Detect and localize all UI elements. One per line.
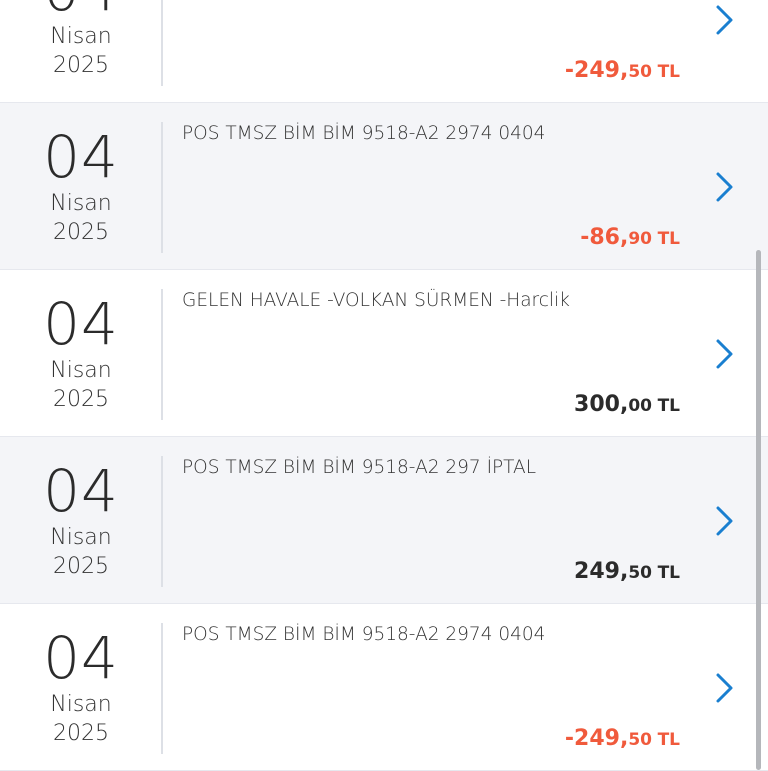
amount-decimal: 50: [628, 62, 652, 82]
chevron-right-icon[interactable]: [712, 4, 736, 36]
date-day: 04: [43, 457, 119, 525]
date-month: Nisan: [50, 191, 112, 216]
date-month: Nisan: [50, 358, 112, 383]
transaction-date: 04 Nisan 2025: [0, 292, 162, 414]
date-year: 2025: [53, 387, 109, 412]
transaction-row[interactable]: 04 Nisan 2025 GELEN HAVALE -VOLKAN SÜRME…: [0, 270, 768, 437]
transaction-amount: 249,50 TL: [574, 559, 680, 584]
amount-integer: 249,: [574, 559, 629, 584]
amount-integer: -249,: [564, 726, 629, 751]
transaction-description: POS TMSZ BİM BİM 9518-A2 297 İPTAL: [182, 457, 537, 478]
divider: [161, 623, 163, 754]
date-month: Nisan: [50, 24, 112, 49]
date-year: 2025: [53, 721, 109, 746]
divider: [161, 456, 163, 587]
transaction-row[interactable]: 04 Nisan 2025 POS TMSZ BİM BİM 9518-A2 2…: [0, 437, 768, 604]
date-day: 04: [43, 290, 119, 358]
amount-integer: -249,: [564, 58, 629, 83]
transaction-description: POS TMSZ BİM BİM 9518-A2 2974 0404: [182, 624, 546, 645]
amount-decimal: 90: [628, 229, 652, 249]
amount-currency: TL: [657, 563, 680, 583]
transaction-description: POS TMSZ BİM BİM 9518-A2 2974 0404: [182, 123, 546, 144]
date-year: 2025: [53, 53, 109, 78]
date-day: 04: [0, 0, 162, 22]
amount-decimal: 00: [628, 396, 652, 416]
date-year: 2025: [53, 554, 109, 579]
scrollbar[interactable]: [756, 250, 761, 770]
chevron-right-icon[interactable]: [712, 672, 736, 704]
chevron-right-icon[interactable]: [712, 171, 736, 203]
transaction-amount: -86,90 TL: [580, 225, 680, 250]
transaction-amount: -249,50 TL: [565, 726, 680, 751]
amount-currency: TL: [657, 229, 680, 249]
divider: [161, 289, 163, 420]
amount-currency: TL: [657, 62, 680, 82]
amount-currency: TL: [657, 730, 680, 750]
date-month: Nisan: [50, 692, 112, 717]
amount-decimal: 50: [628, 730, 652, 750]
transaction-row[interactable]: 04 Nisan 2025 POS TMSZ BİM BİM 9518-A2 2…: [0, 103, 768, 270]
transaction-amount: 300,00 TL: [574, 392, 680, 417]
amount-integer: 300,: [574, 392, 629, 417]
amount-currency: TL: [657, 396, 680, 416]
date-day: 04: [43, 624, 119, 692]
amount-decimal: 50: [628, 563, 652, 583]
transaction-date: 04 Nisan 2025: [0, 125, 162, 247]
transaction-date: 04 Nisan 2025: [0, 626, 162, 748]
chevron-right-icon[interactable]: [712, 505, 736, 537]
divider: [161, 0, 163, 86]
date-year: 2025: [53, 220, 109, 245]
amount-integer: -86,: [580, 225, 629, 250]
date-month: Nisan: [50, 525, 112, 550]
chevron-right-icon[interactable]: [712, 338, 736, 370]
divider: [161, 122, 163, 253]
transaction-row[interactable]: 04 Nisan 2025 -249,50 TL: [0, 0, 768, 103]
transaction-amount: -249,50 TL: [565, 58, 680, 83]
date-day: 04: [43, 123, 119, 191]
transaction-description: GELEN HAVALE -VOLKAN SÜRMEN -Harclik: [182, 290, 570, 311]
transaction-row[interactable]: 04 Nisan 2025 POS TMSZ BİM BİM 9518-A2 2…: [0, 604, 768, 771]
transaction-date: 04 Nisan 2025: [0, 459, 162, 581]
transaction-date: 04 Nisan 2025: [0, 0, 162, 80]
